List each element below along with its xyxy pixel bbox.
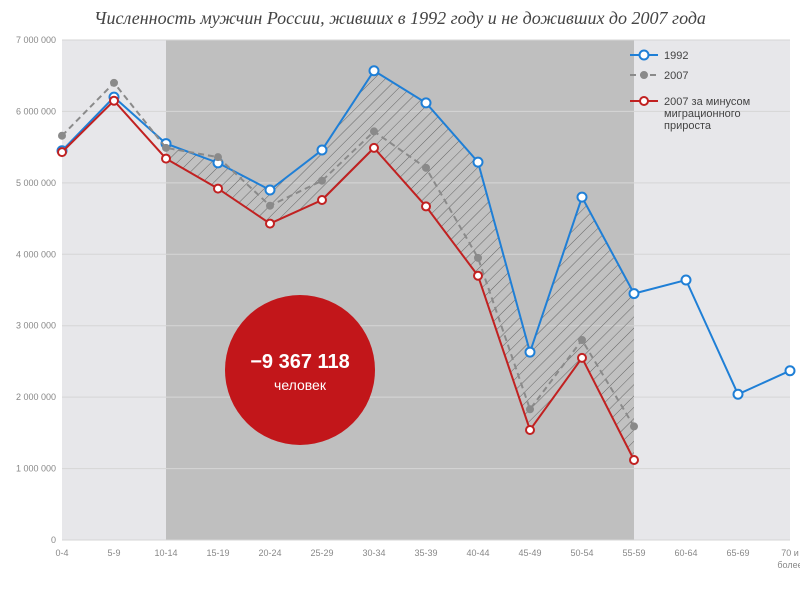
- series-marker: [527, 406, 533, 412]
- legend-label: 2007: [664, 70, 688, 82]
- series-marker: [631, 423, 637, 429]
- series-marker: [578, 354, 586, 362]
- series-marker: [474, 158, 483, 167]
- y-tick-label: 3 000 000: [16, 321, 56, 331]
- x-tick-label: 60-64: [674, 548, 697, 558]
- series-marker: [734, 390, 743, 399]
- series-marker: [630, 456, 638, 464]
- series-marker: [318, 196, 326, 204]
- x-tick-label: 5-9: [107, 548, 120, 558]
- y-tick-label: 7 000 000: [16, 35, 56, 45]
- series-marker: [526, 426, 534, 434]
- legend-swatch-marker: [640, 51, 649, 60]
- x-tick-label: 20-24: [258, 548, 281, 558]
- series-marker: [266, 220, 274, 228]
- chart-svg: 0 1 000 000 2 000 000 3 000 000 4 000 000 5 0…: [0, 0, 800, 600]
- x-tick-label: 0-4: [55, 548, 68, 558]
- series-marker: [474, 272, 482, 280]
- series-marker: [214, 185, 222, 193]
- legend-label: 2007 за минусом: [664, 96, 750, 108]
- series-marker: [163, 145, 169, 151]
- series-marker: [267, 203, 273, 209]
- series-marker: [578, 193, 587, 202]
- x-tick-label: более: [777, 560, 800, 570]
- series-marker: [526, 348, 535, 357]
- badge-subtext: человек: [274, 377, 327, 393]
- x-tick-label: 70 и: [781, 548, 799, 558]
- series-marker: [422, 202, 430, 210]
- x-tick-label: 10-14: [154, 548, 177, 558]
- series-marker: [370, 144, 378, 152]
- y-tick-label: 4 000 000: [16, 249, 56, 259]
- series-marker: [318, 146, 327, 155]
- series-marker: [111, 80, 117, 86]
- series-marker: [786, 366, 795, 375]
- x-tick-label: 65-69: [726, 548, 749, 558]
- series-marker: [422, 98, 431, 107]
- series-marker: [371, 128, 377, 134]
- legend-swatch-marker: [641, 72, 647, 78]
- x-tick-label: 50-54: [570, 548, 593, 558]
- y-tick-label: 1 000 000: [16, 464, 56, 474]
- series-marker: [682, 276, 691, 285]
- y-tick-label: 2 000 000: [16, 392, 56, 402]
- series-marker: [266, 186, 275, 195]
- series-marker: [215, 154, 221, 160]
- series-marker: [319, 178, 325, 184]
- y-tick-label: 6 000 000: [16, 106, 56, 116]
- x-tick-label: 40-44: [466, 548, 489, 558]
- y-tick-label: 5 000 000: [16, 178, 56, 188]
- series-marker: [630, 289, 639, 298]
- series-marker: [110, 97, 118, 105]
- chart-title: Численность мужчин России, живших в 1992…: [0, 8, 800, 29]
- series-marker: [59, 133, 65, 139]
- legend-label: 1992: [664, 50, 688, 62]
- y-tick-label: 0: [51, 535, 56, 545]
- series-marker: [58, 148, 66, 156]
- x-tick-label: 15-19: [206, 548, 229, 558]
- x-tick-label: 55-59: [622, 548, 645, 558]
- series-marker: [370, 66, 379, 75]
- x-tick-label: 30-34: [362, 548, 385, 558]
- legend-swatch-marker: [640, 97, 648, 105]
- x-tick-label: 45-49: [518, 548, 541, 558]
- legend-label: миграционного: [664, 108, 741, 120]
- series-marker: [579, 337, 585, 343]
- legend-label: прироста: [664, 120, 712, 132]
- series-marker: [475, 255, 481, 261]
- series-marker: [162, 155, 170, 163]
- x-tick-label: 35-39: [414, 548, 437, 558]
- badge-number: −9 367 118: [250, 351, 350, 373]
- series-marker: [423, 165, 429, 171]
- x-tick-label: 25-29: [310, 548, 333, 558]
